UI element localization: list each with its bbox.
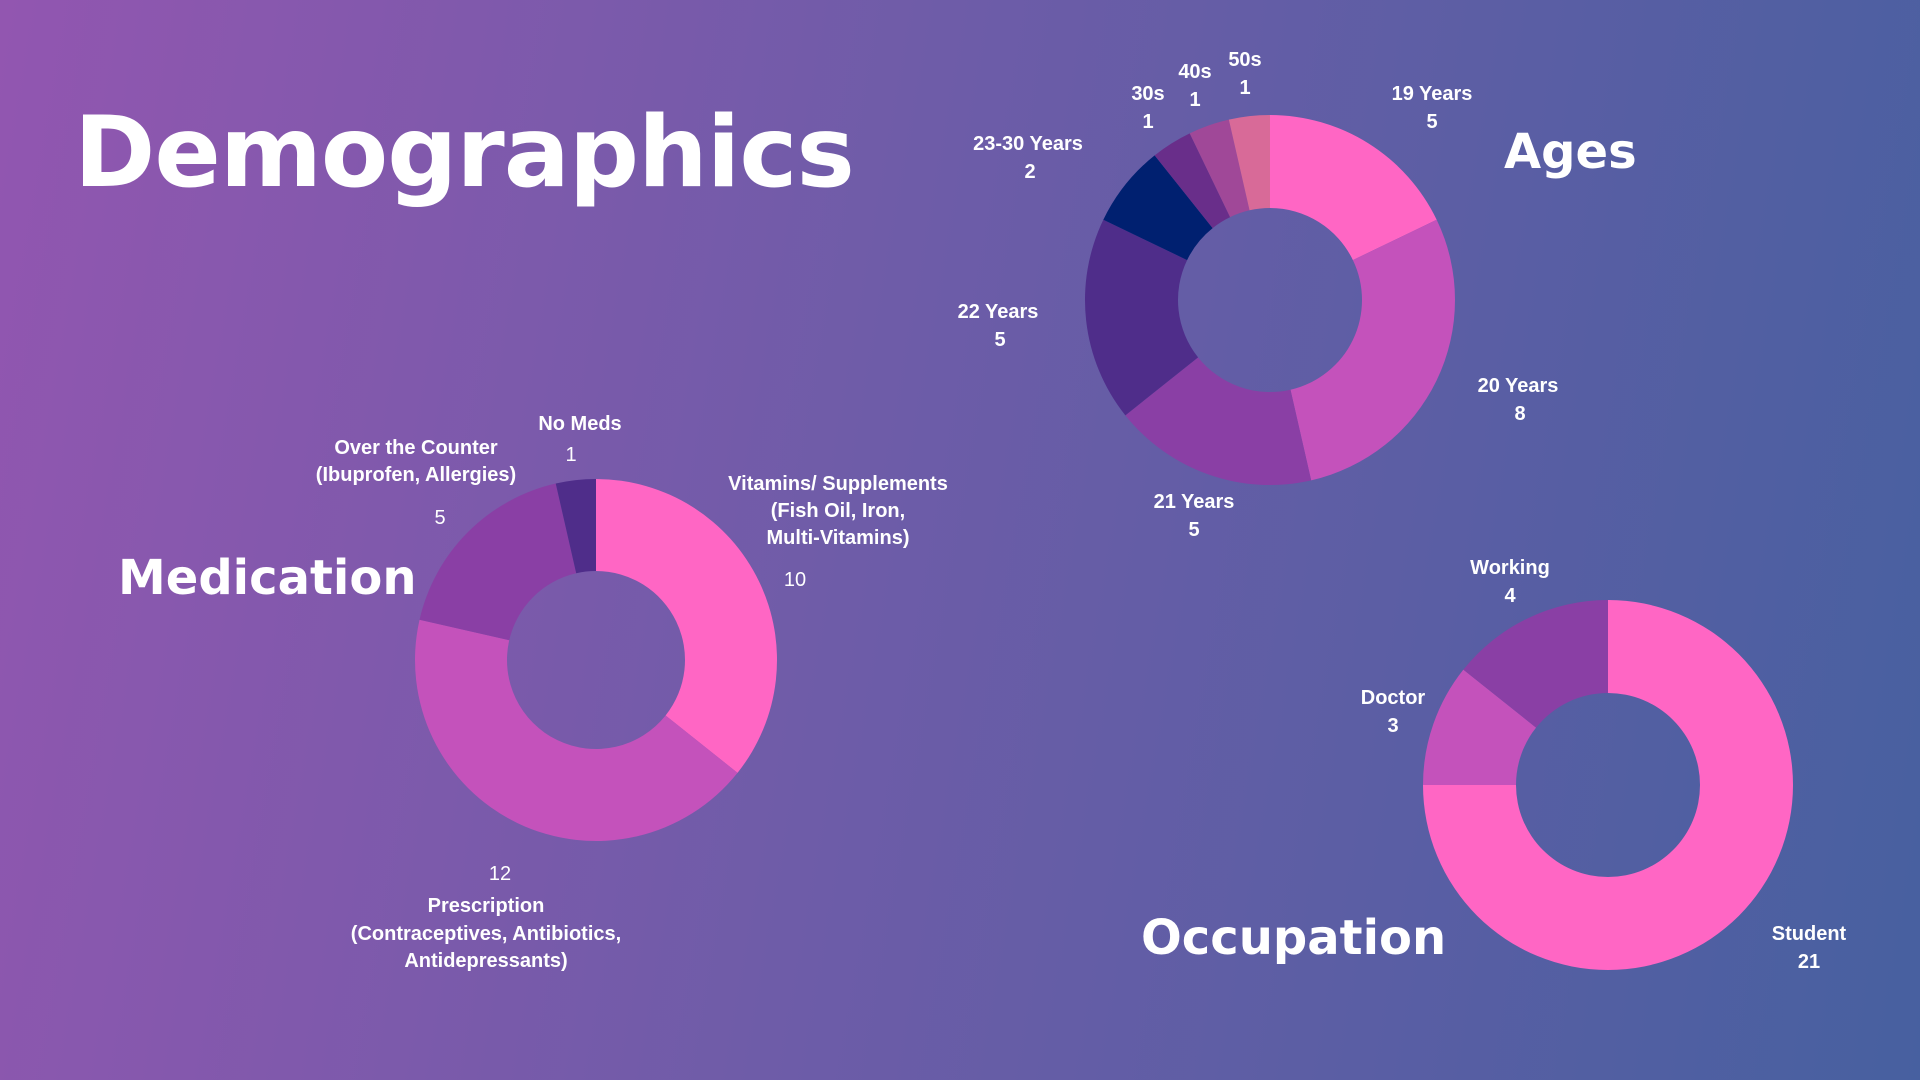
ages-value: 2: [1024, 161, 1035, 183]
ages-chart-title: Ages: [1504, 124, 1637, 180]
medication-label: (Ibuprofen, Allergies): [316, 464, 516, 486]
medication-value: 12: [489, 863, 511, 885]
ages-value: 1: [1239, 77, 1250, 99]
medication-label: No Meds: [538, 413, 621, 435]
occupation-label: Doctor: [1361, 687, 1426, 709]
ages-label: 19 Years: [1392, 83, 1473, 105]
ages-slice-50s: [1228, 115, 1270, 211]
occupation-slice-working: [1463, 600, 1608, 728]
medication-slice-over-the-counter-ibuprofen-allergies: [419, 483, 577, 641]
medication-value: 10: [784, 569, 806, 591]
ages-slice-30s: [1154, 133, 1231, 229]
occupation-label: Working: [1470, 557, 1550, 579]
occupation-slice-student: [1423, 600, 1793, 970]
medication-label: Antidepressants): [404, 950, 567, 972]
medication-label: (Fish Oil, Iron,: [771, 500, 905, 522]
ages-value: 5: [994, 329, 1005, 351]
medication-slice-no-meds: [555, 479, 596, 574]
ages-value: 1: [1142, 111, 1153, 133]
page-title: Demographics: [74, 96, 855, 210]
ages-label: 22 Years: [958, 301, 1039, 323]
ages-label: 30s: [1131, 83, 1164, 105]
occupation-value: 4: [1504, 585, 1516, 607]
occupation-slice-doctor: [1423, 669, 1537, 785]
ages-label: 50s: [1228, 49, 1261, 71]
medication-label: (Contraceptives, Antibiotics,: [351, 923, 621, 945]
occupation-chart-title: Occupation: [1141, 910, 1447, 966]
occupation-value: 3: [1387, 715, 1398, 737]
medication-slice-prescription-contraceptives-antibiotics-antidepressants: [415, 619, 738, 842]
medication-value: 5: [434, 507, 445, 529]
medication-value: 1: [565, 444, 576, 466]
ages-value: 5: [1188, 519, 1199, 541]
medication-label: Vitamins/ Supplements: [728, 473, 948, 495]
medication-slice-vitamins-supplements-fish-oil-iron-multi-vitamins: [596, 479, 777, 773]
ages-value: 1: [1189, 89, 1200, 111]
ages-value: 8: [1514, 403, 1525, 425]
medication-label: Multi-Vitamins): [767, 527, 910, 549]
ages-label: 40s: [1178, 61, 1211, 83]
ages-slice-20-years: [1290, 219, 1455, 481]
medication-label: Prescription: [428, 895, 545, 917]
medication-label: Over the Counter: [334, 437, 498, 459]
ages-label: 21 Years: [1154, 491, 1235, 513]
ages-value: 5: [1426, 111, 1437, 133]
ages-label: 23-30 Years: [973, 133, 1083, 155]
occupation-label: Student: [1772, 923, 1847, 945]
occupation-value: 21: [1798, 951, 1820, 973]
ages-slice-40s: [1189, 119, 1250, 218]
ages-slice-21-years: [1125, 357, 1312, 485]
medication-chart-title: Medication: [118, 550, 417, 606]
ages-slice-22-years: [1085, 219, 1199, 416]
ages-slice-19-years: [1270, 115, 1437, 261]
ages-slice-23-30-years: [1103, 155, 1213, 261]
ages-label: 20 Years: [1478, 375, 1559, 397]
